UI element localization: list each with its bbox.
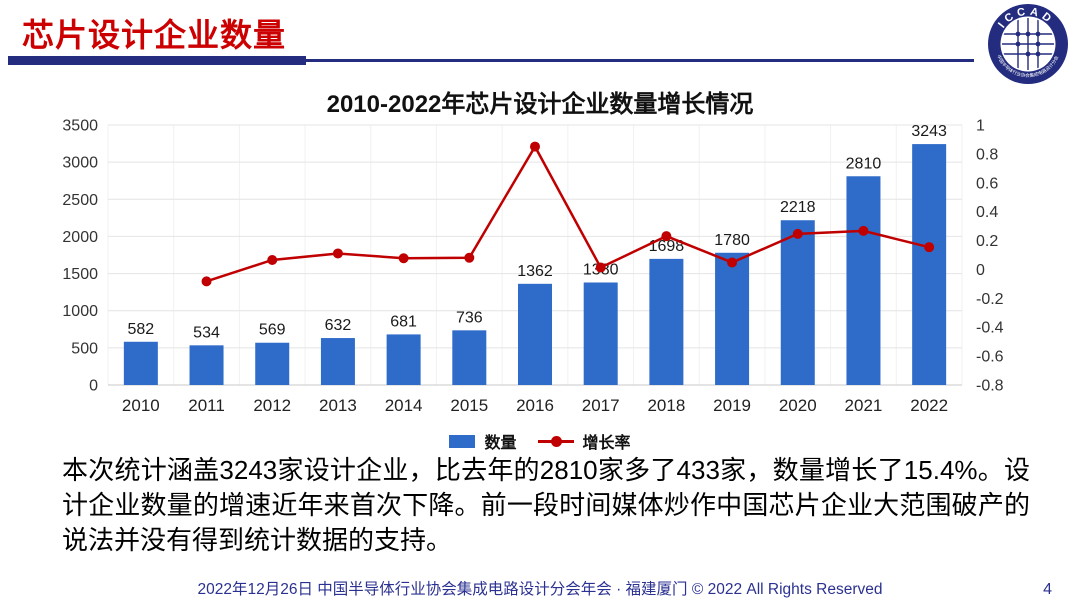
growth-marker-2012 <box>267 254 278 265</box>
bar-2014 <box>386 334 421 385</box>
bar-value-2011: 534 <box>193 324 220 341</box>
left-tick-500: 500 <box>71 340 98 357</box>
x-label-2016: 2016 <box>516 396 554 415</box>
bar-value-2015: 736 <box>456 309 483 326</box>
left-tick-1500: 1500 <box>62 266 98 283</box>
x-label-2017: 2017 <box>582 396 620 415</box>
x-label-2021: 2021 <box>845 396 883 415</box>
summary-paragraph: 本次统计涵盖3243家设计企业，比去年的2810家多了433家，数量增长了15.… <box>62 455 1030 555</box>
page-title: 芯片设计企业数量 <box>22 17 287 53</box>
left-tick-2500: 2500 <box>62 192 98 209</box>
growth-marker-2022 <box>924 242 935 253</box>
right-tick--0.8: -0.8 <box>976 378 1004 395</box>
title-underline-thick <box>8 56 306 65</box>
right-axis-labels: 1 0.8 0.6 0.4 0.2 0 -0.2 -0.4 -0.6 -0.8 <box>976 118 1004 395</box>
growth-marker-2019 <box>727 257 738 268</box>
bar-2010 <box>123 341 158 385</box>
growth-marker-2011 <box>201 276 212 287</box>
growth-line <box>206 144 930 283</box>
footer-text: 2022年12月26日 中国半导体行业协会集成电路设计分会年会 · 福建厦门 ©… <box>197 581 883 598</box>
bar-value-2020: 2218 <box>780 199 816 216</box>
bar-2017 <box>583 282 618 385</box>
bar-2022 <box>912 144 947 385</box>
legend-label-growth: 增长率 <box>582 435 631 452</box>
title-underline-thin <box>306 59 974 62</box>
growth-marker-2018 <box>661 231 672 242</box>
growth-marker-2017 <box>595 262 606 273</box>
right-tick-0.6: 0.6 <box>976 175 998 192</box>
bar-value-2021: 2810 <box>846 155 882 172</box>
left-tick-0: 0 <box>89 378 98 395</box>
bar-value-2022: 3243 <box>911 123 947 140</box>
growth-markers <box>201 141 935 287</box>
bar-value-2013: 632 <box>325 317 352 334</box>
bar-2013 <box>320 338 355 385</box>
x-label-2012: 2012 <box>253 396 291 415</box>
chart-title: 2010-2022年芯片设计企业数量增长情况 <box>326 91 754 118</box>
x-label-2010: 2010 <box>122 396 160 415</box>
right-tick-0.8: 0.8 <box>976 146 998 163</box>
right-tick--0.6: -0.6 <box>976 349 1004 366</box>
vertical-gridlines <box>107 125 963 385</box>
bar-2020 <box>780 220 815 385</box>
right-tick--0.2: -0.2 <box>976 291 1004 308</box>
chart-legend: 数量 增长率 <box>0 429 1080 453</box>
growth-marker-2014 <box>398 253 409 264</box>
growth-marker-2021 <box>858 225 869 236</box>
growth-marker-2015 <box>464 252 475 263</box>
legend-label-quantity: 数量 <box>484 435 517 452</box>
logo-circuit-dots <box>1015 31 1041 57</box>
x-axis-labels: 2010 2011 2012 2013 2014 2015 2016 2017 2018 2019… <box>122 396 948 415</box>
bar-2019 <box>715 252 750 385</box>
x-label-2013: 2013 <box>319 396 357 415</box>
right-tick--0.4: -0.4 <box>976 320 1004 337</box>
left-tick-2000: 2000 <box>62 229 98 246</box>
bar-value-2010: 582 <box>127 321 154 338</box>
page-number: 4 <box>1043 581 1052 598</box>
bar-2012 <box>255 342 290 385</box>
x-label-2011: 2011 <box>188 396 225 415</box>
growth-marker-2013 <box>332 248 343 259</box>
bar-2016 <box>518 283 552 385</box>
legend-swatch-bar <box>449 434 476 448</box>
iccad-logo: ICCAD 中国半导体行业协会集成电路设计分会 <box>988 4 1068 84</box>
x-label-2014: 2014 <box>385 396 423 415</box>
bar-2015 <box>452 330 487 385</box>
x-label-2015: 2015 <box>450 396 488 415</box>
left-tick-3000: 3000 <box>62 155 98 172</box>
x-label-2019: 2019 <box>713 396 751 415</box>
growth-marker-2016 <box>530 141 540 152</box>
bar-2021 <box>846 176 881 385</box>
bar-value-2012: 569 <box>259 322 286 339</box>
left-tick-1000: 1000 <box>62 303 98 320</box>
bar-value-2016: 1362 <box>517 263 553 280</box>
bar-value-2014: 681 <box>390 313 417 330</box>
legend-marker-line <box>537 435 574 447</box>
growth-marker-2020 <box>792 228 803 239</box>
legend-marker-dot <box>550 435 562 447</box>
x-label-2020: 2020 <box>779 396 817 415</box>
combo-chart: 3500 3000 2500 2000 1500 1000 500 0 1 0.8 0.6 0.4 0.… <box>62 118 1004 416</box>
bar-value-2019: 1780 <box>714 232 750 249</box>
right-tick-0.4: 0.4 <box>976 204 998 221</box>
left-tick-3500: 3500 <box>62 118 98 135</box>
right-tick-1: 1 <box>976 118 985 135</box>
x-label-2018: 2018 <box>647 396 685 415</box>
right-tick-0.2: 0.2 <box>976 233 998 250</box>
bars-group <box>123 144 947 385</box>
bar-value-2018: 1698 <box>649 238 685 255</box>
bar-2011 <box>189 345 224 385</box>
right-tick-0: 0 <box>976 262 985 279</box>
x-label-2022: 2022 <box>910 396 948 415</box>
bar-2018 <box>649 258 684 385</box>
left-axis-labels: 3500 3000 2500 2000 1500 1000 500 0 <box>62 118 98 395</box>
